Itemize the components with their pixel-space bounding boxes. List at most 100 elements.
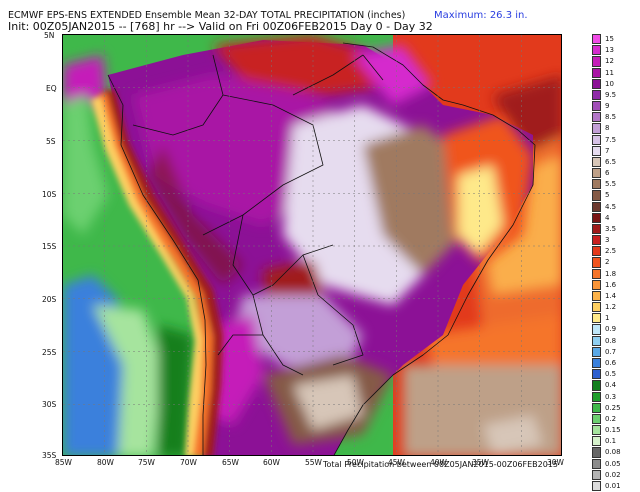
legend-swatch	[592, 257, 601, 268]
legend-label: 7.5	[605, 135, 617, 144]
legend-label: 0.8	[605, 336, 617, 345]
pacific-light-green	[63, 65, 108, 235]
period-footer: Total Precipitation between 00Z05JAN2015…	[323, 460, 559, 469]
land-andes-dark	[148, 145, 243, 285]
legend-label: 1.8	[605, 269, 617, 278]
legend-item: 0.15	[592, 425, 628, 436]
legend-swatch	[592, 112, 601, 123]
legend-swatch	[592, 402, 601, 413]
legend-item: 8.5	[592, 112, 628, 123]
legend-item: 0.02	[592, 469, 628, 481]
legend-item: 0.7	[592, 346, 628, 358]
legend-label: 0.15	[605, 426, 621, 435]
legend-item: 1	[592, 313, 628, 324]
legend-swatch	[592, 190, 601, 201]
legend-swatch	[592, 179, 601, 190]
legend-label: 0.6	[605, 358, 617, 367]
precip-legend: 15 13 12 11 10 9.5 9 8.5 8 7.5 7 6.5 6 5.5 5 4.5 4 3.5 3 2.…	[592, 34, 628, 492]
legend-swatch	[592, 369, 601, 380]
legend-label: 0.25	[605, 403, 621, 412]
legend-label: 2.5	[605, 247, 617, 256]
legend-label: 0.02	[605, 470, 621, 479]
grid-lines	[63, 35, 561, 455]
lat-label: 5N	[44, 31, 55, 40]
legend-item: 7.5	[592, 134, 628, 146]
legend-swatch	[592, 168, 601, 179]
legend-swatch	[592, 458, 601, 469]
legend-item: 1.8	[592, 268, 628, 280]
lat-label: 10S	[42, 190, 57, 199]
legend-label: 0.3	[605, 392, 617, 401]
land-south-pale	[293, 375, 363, 430]
legend-item: 2	[592, 257, 628, 268]
legend-swatch	[592, 212, 601, 223]
lon-label: 40W	[430, 458, 447, 467]
legend-swatch	[592, 156, 601, 168]
legend-item: 2.5	[592, 246, 628, 257]
legend-swatch	[592, 436, 601, 447]
lon-label: 85W	[55, 458, 72, 467]
legend-swatch	[592, 335, 601, 346]
legend-item: 3	[592, 235, 628, 246]
legend-item: 0.8	[592, 335, 628, 347]
legend-label: 0.4	[605, 381, 617, 390]
legend-item: 1.2	[592, 302, 628, 313]
lon-label: 70W	[180, 458, 197, 467]
legend-swatch	[592, 469, 601, 480]
legend-item: 7	[592, 145, 628, 157]
legend-label: 1.4	[605, 291, 617, 300]
legend-swatch	[592, 56, 601, 67]
lon-label: 45W	[388, 458, 405, 467]
legend-swatch	[592, 134, 601, 145]
legend-label: 12	[605, 57, 614, 66]
legend-item: 12	[592, 56, 628, 67]
legend-item: 15	[592, 34, 628, 45]
land-north-red	[213, 35, 393, 95]
legend-label: 6.5	[605, 157, 617, 166]
precipitation-map	[62, 34, 562, 456]
lat-label: 15S	[42, 242, 57, 251]
legend-item: 1.6	[592, 279, 628, 291]
legend-swatch	[592, 302, 601, 313]
lon-label: 75W	[138, 458, 155, 467]
legend-item: 6	[592, 168, 628, 179]
legend-item: 5.5	[592, 179, 628, 190]
legend-swatch	[592, 313, 601, 324]
legend-item: 9.5	[592, 89, 628, 101]
legend-item: 0.25	[592, 402, 628, 414]
legend-item: 0.08	[592, 447, 628, 458]
legend-item: 13	[592, 45, 628, 56]
lat-label: 30S	[42, 400, 57, 409]
legend-label: 2	[605, 258, 610, 267]
legend-item: 0.05	[592, 458, 628, 470]
legend-label: 0.08	[605, 448, 621, 457]
country-borders	[132, 54, 384, 376]
legend-label: 0.01	[605, 481, 621, 490]
legend-item: 5	[592, 190, 628, 201]
legend-label: 3	[605, 236, 610, 245]
legend-item: 0.2	[592, 413, 628, 425]
legend-label: 0.9	[605, 325, 617, 334]
legend-label: 0.7	[605, 347, 617, 356]
legend-swatch	[592, 413, 601, 425]
pacific-lightgreen-south	[93, 305, 163, 455]
legend-label: 0.05	[605, 459, 621, 468]
maximum-label: Maximum: 26.3 in.	[434, 10, 528, 21]
legend-swatch	[592, 290, 601, 302]
lon-label: 30W	[547, 458, 564, 467]
legend-label: 4.5	[605, 202, 617, 211]
legend-swatch	[592, 480, 601, 492]
legend-item: 11	[592, 67, 628, 79]
legend-item: 8	[592, 123, 628, 134]
legend-label: 5.5	[605, 180, 617, 189]
legend-swatch	[592, 246, 601, 257]
lon-label: 50W	[347, 458, 364, 467]
legend-swatch	[592, 67, 601, 78]
legend-swatch	[592, 45, 601, 56]
legend-label: 9	[605, 102, 610, 111]
pacific-dark-green-south	[158, 325, 193, 455]
lat-label: 25S	[42, 348, 57, 357]
legend-swatch	[592, 123, 601, 134]
legend-item: 0.3	[592, 391, 628, 403]
land-guiana-magenta	[353, 45, 433, 105]
